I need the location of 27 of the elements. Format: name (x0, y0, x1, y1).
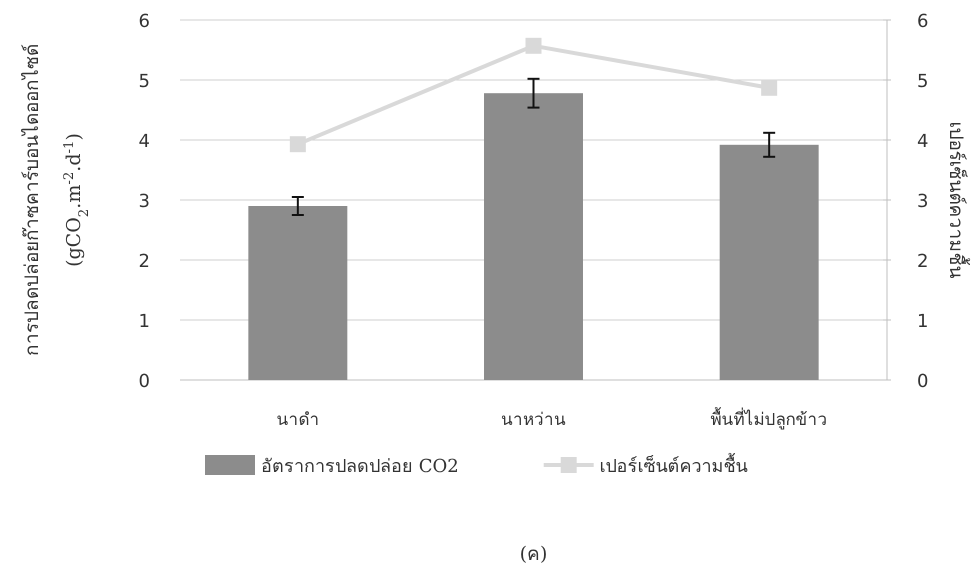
bar (248, 206, 348, 380)
y-tick-label: 4 (138, 131, 150, 152)
bar (484, 93, 583, 380)
point (526, 38, 542, 54)
y2-tick-label: 2 (917, 251, 928, 272)
y-tick-label: 1 (138, 311, 150, 332)
x-tick-label: นาหว่าน (501, 410, 566, 430)
x-tick-label: พื้นที่ไม่ปลูกข้าว (710, 407, 828, 430)
legend-label: อัตราการปลดปล่อย CO2 (261, 456, 459, 477)
y2-tick-label: 3 (917, 191, 928, 212)
y2-tick-label: 5 (917, 71, 928, 92)
y-tick-label: 0 (138, 371, 150, 392)
y2-axis-title: เปอร์เซ็นต์ความชื้น (945, 122, 970, 278)
y2-tick-label: 1 (917, 311, 928, 332)
y2-tick-label: 4 (917, 131, 928, 152)
x-tick-label: นาดำ (276, 410, 320, 430)
y-tick-label: 2 (138, 251, 150, 272)
y-tick-label: 6 (138, 11, 150, 32)
bar (720, 144, 819, 380)
y2-tick-label: 6 (917, 11, 928, 32)
y-tick-label: 3 (138, 191, 150, 212)
y-tick-label: 5 (138, 71, 150, 92)
legend-label: เปอร์เซ็นต์ความชื้น (600, 453, 748, 477)
point (761, 80, 778, 96)
point (290, 136, 306, 152)
y2-tick-label: 0 (917, 371, 928, 392)
text: (ค) (520, 543, 548, 565)
